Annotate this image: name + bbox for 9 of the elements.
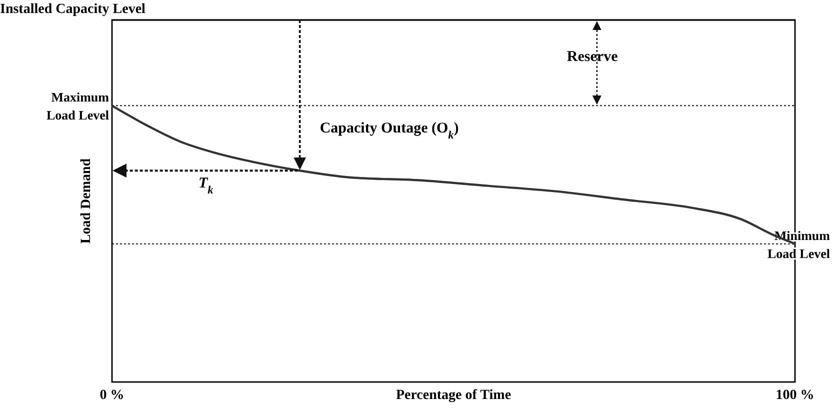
y-axis-title: Load Demand	[79, 158, 94, 244]
x-tick-label: 0 %	[100, 388, 124, 403]
x-tick-label: 100 %	[776, 388, 814, 403]
annotation: Capacity Outage (O$_{k}$)	[320, 120, 459, 142]
ref-line-label: Maximum Load Level	[46, 90, 110, 123]
x-axis-title: Percentage of Time	[396, 388, 512, 403]
annotation: T$_{k}$	[198, 176, 214, 197]
ref-line-label: Installed Capacity Level	[0, 2, 146, 17]
annotation: Reserve	[566, 48, 618, 65]
